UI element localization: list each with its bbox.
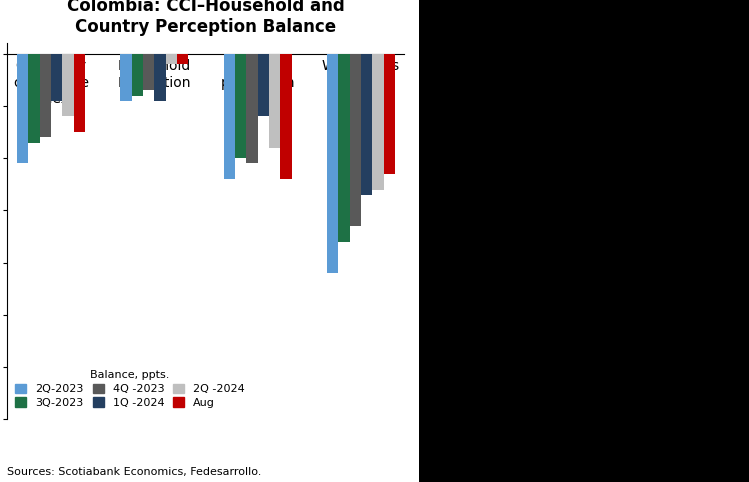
Bar	[166, 54, 177, 64]
Bar	[269, 54, 280, 148]
Bar	[40, 54, 51, 137]
Bar	[339, 54, 350, 242]
Text: Sources: Scotiabank Economics, Fedesarrollo.: Sources: Scotiabank Economics, Fedesarro…	[7, 467, 262, 477]
Bar	[383, 54, 395, 174]
Bar	[143, 54, 154, 91]
Bar	[258, 54, 269, 117]
Bar	[361, 54, 372, 195]
Bar	[73, 54, 85, 132]
Bar	[327, 54, 339, 273]
Bar	[132, 54, 143, 95]
Bar	[51, 54, 62, 101]
Bar	[246, 54, 258, 163]
Legend: 2Q-2023, 3Q-2023, 4Q -2023, 1Q -2024, 2Q -2024, Aug: 2Q-2023, 3Q-2023, 4Q -2023, 1Q -2024, 2Q…	[13, 368, 247, 410]
Bar	[16, 54, 28, 163]
Bar	[235, 54, 246, 158]
Bar	[223, 54, 235, 179]
Bar	[62, 54, 73, 117]
Bar	[372, 54, 383, 189]
Bar	[120, 54, 132, 101]
Bar	[177, 54, 189, 64]
Bar	[154, 54, 166, 101]
Bar	[28, 54, 40, 143]
Bar	[350, 54, 361, 226]
Title: Colombia: CCI–Household and
Country Perception Balance: Colombia: CCI–Household and Country Perc…	[67, 0, 345, 36]
Bar	[280, 54, 292, 179]
